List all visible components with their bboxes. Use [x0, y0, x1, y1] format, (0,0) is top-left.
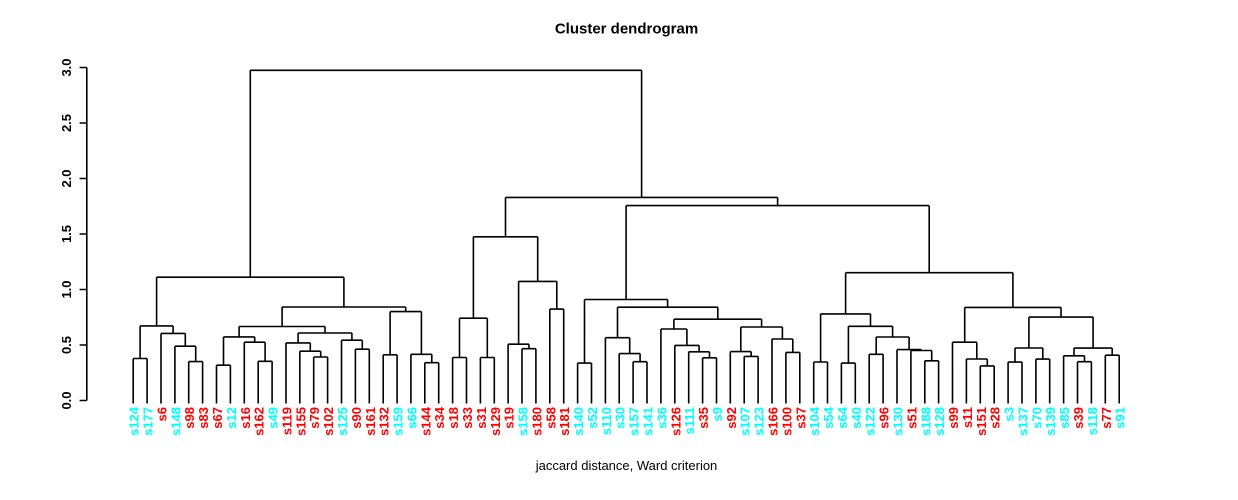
svg-text:s3: s3 — [1002, 407, 1017, 421]
svg-text:s40: s40 — [849, 407, 864, 429]
svg-text:s118: s118 — [1085, 407, 1100, 435]
svg-text:s99: s99 — [946, 407, 961, 429]
svg-text:s6: s6 — [155, 407, 170, 421]
svg-text:s144: s144 — [418, 406, 433, 436]
svg-text:0.5: 0.5 — [59, 336, 74, 354]
svg-text:s67: s67 — [210, 407, 225, 429]
svg-text:s96: s96 — [877, 407, 892, 429]
svg-text:1.0: 1.0 — [59, 280, 74, 298]
svg-text:s28: s28 — [988, 407, 1003, 429]
svg-text:s126: s126 — [668, 407, 683, 436]
svg-text:s33: s33 — [460, 407, 475, 429]
svg-text:s91: s91 — [1113, 407, 1128, 429]
svg-text:s162: s162 — [252, 407, 267, 436]
svg-text:s52: s52 — [585, 407, 600, 429]
svg-text:s85: s85 — [1057, 407, 1072, 429]
svg-text:s51: s51 — [904, 407, 919, 429]
svg-text:s139: s139 — [1043, 407, 1058, 436]
svg-text:s37: s37 — [793, 407, 808, 429]
svg-text:s31: s31 — [474, 407, 489, 429]
svg-text:3.0: 3.0 — [59, 58, 74, 76]
svg-text:s100: s100 — [779, 407, 794, 436]
svg-text:s79: s79 — [307, 407, 322, 429]
svg-text:s16: s16 — [238, 407, 253, 429]
svg-text:s49: s49 — [266, 407, 281, 429]
svg-text:s66: s66 — [404, 407, 419, 429]
svg-text:s180: s180 — [529, 407, 544, 436]
svg-text:s34: s34 — [432, 406, 447, 428]
svg-text:2.0: 2.0 — [59, 169, 74, 187]
svg-text:s177: s177 — [141, 407, 156, 436]
svg-text:s157: s157 — [627, 407, 642, 436]
svg-text:s140: s140 — [571, 407, 586, 436]
svg-text:s18: s18 — [446, 407, 461, 429]
svg-text:s159: s159 — [391, 407, 406, 436]
svg-text:s158: s158 — [516, 407, 531, 436]
svg-text:s70: s70 — [1029, 407, 1044, 429]
svg-text:s119: s119 — [280, 407, 295, 435]
svg-text:s36: s36 — [654, 407, 669, 429]
svg-text:s11: s11 — [960, 407, 975, 428]
svg-text:s35: s35 — [696, 407, 711, 429]
svg-text:s19: s19 — [502, 407, 517, 429]
svg-text:s12: s12 — [224, 407, 239, 429]
svg-text:s188: s188 — [918, 407, 933, 436]
svg-text:s111: s111 — [682, 407, 697, 435]
svg-text:s141: s141 — [641, 407, 656, 436]
svg-text:s83: s83 — [196, 407, 211, 429]
svg-text:s102: s102 — [321, 407, 336, 436]
svg-text:Cluster dendrogram: Cluster dendrogram — [555, 21, 698, 38]
svg-text:s128: s128 — [932, 407, 947, 436]
svg-text:2.5: 2.5 — [59, 114, 74, 132]
svg-text:s148: s148 — [168, 407, 183, 436]
svg-text:s9: s9 — [710, 407, 725, 421]
svg-text:0.0: 0.0 — [59, 391, 74, 409]
svg-text:s77: s77 — [1099, 407, 1114, 429]
svg-text:s161: s161 — [363, 407, 378, 436]
svg-text:s123: s123 — [752, 407, 767, 436]
svg-text:s90: s90 — [349, 407, 364, 429]
svg-text:s137: s137 — [1016, 407, 1031, 436]
svg-text:s64: s64 — [835, 406, 850, 428]
svg-text:s129: s129 — [488, 407, 503, 436]
svg-text:s130: s130 — [891, 407, 906, 436]
svg-text:s110: s110 — [599, 407, 614, 435]
svg-text:s104: s104 — [807, 406, 822, 436]
svg-text:s124: s124 — [127, 406, 142, 436]
svg-text:s107: s107 — [738, 407, 753, 436]
svg-text:s166: s166 — [766, 407, 781, 436]
svg-text:s39: s39 — [1071, 407, 1086, 429]
svg-text:jaccard distance, Ward criteri: jaccard distance, Ward criterion — [535, 458, 718, 473]
svg-text:s58: s58 — [543, 407, 558, 429]
svg-text:s98: s98 — [182, 407, 197, 429]
svg-text:s181: s181 — [557, 407, 572, 436]
svg-text:s125: s125 — [335, 407, 350, 436]
svg-text:s155: s155 — [293, 407, 308, 436]
svg-text:s54: s54 — [821, 406, 836, 428]
svg-text:s132: s132 — [377, 407, 392, 436]
svg-text:s92: s92 — [724, 407, 739, 429]
svg-text:s30: s30 — [613, 407, 628, 429]
svg-text:s122: s122 — [863, 407, 878, 436]
svg-text:1.5: 1.5 — [59, 225, 74, 243]
svg-text:s151: s151 — [974, 407, 989, 436]
